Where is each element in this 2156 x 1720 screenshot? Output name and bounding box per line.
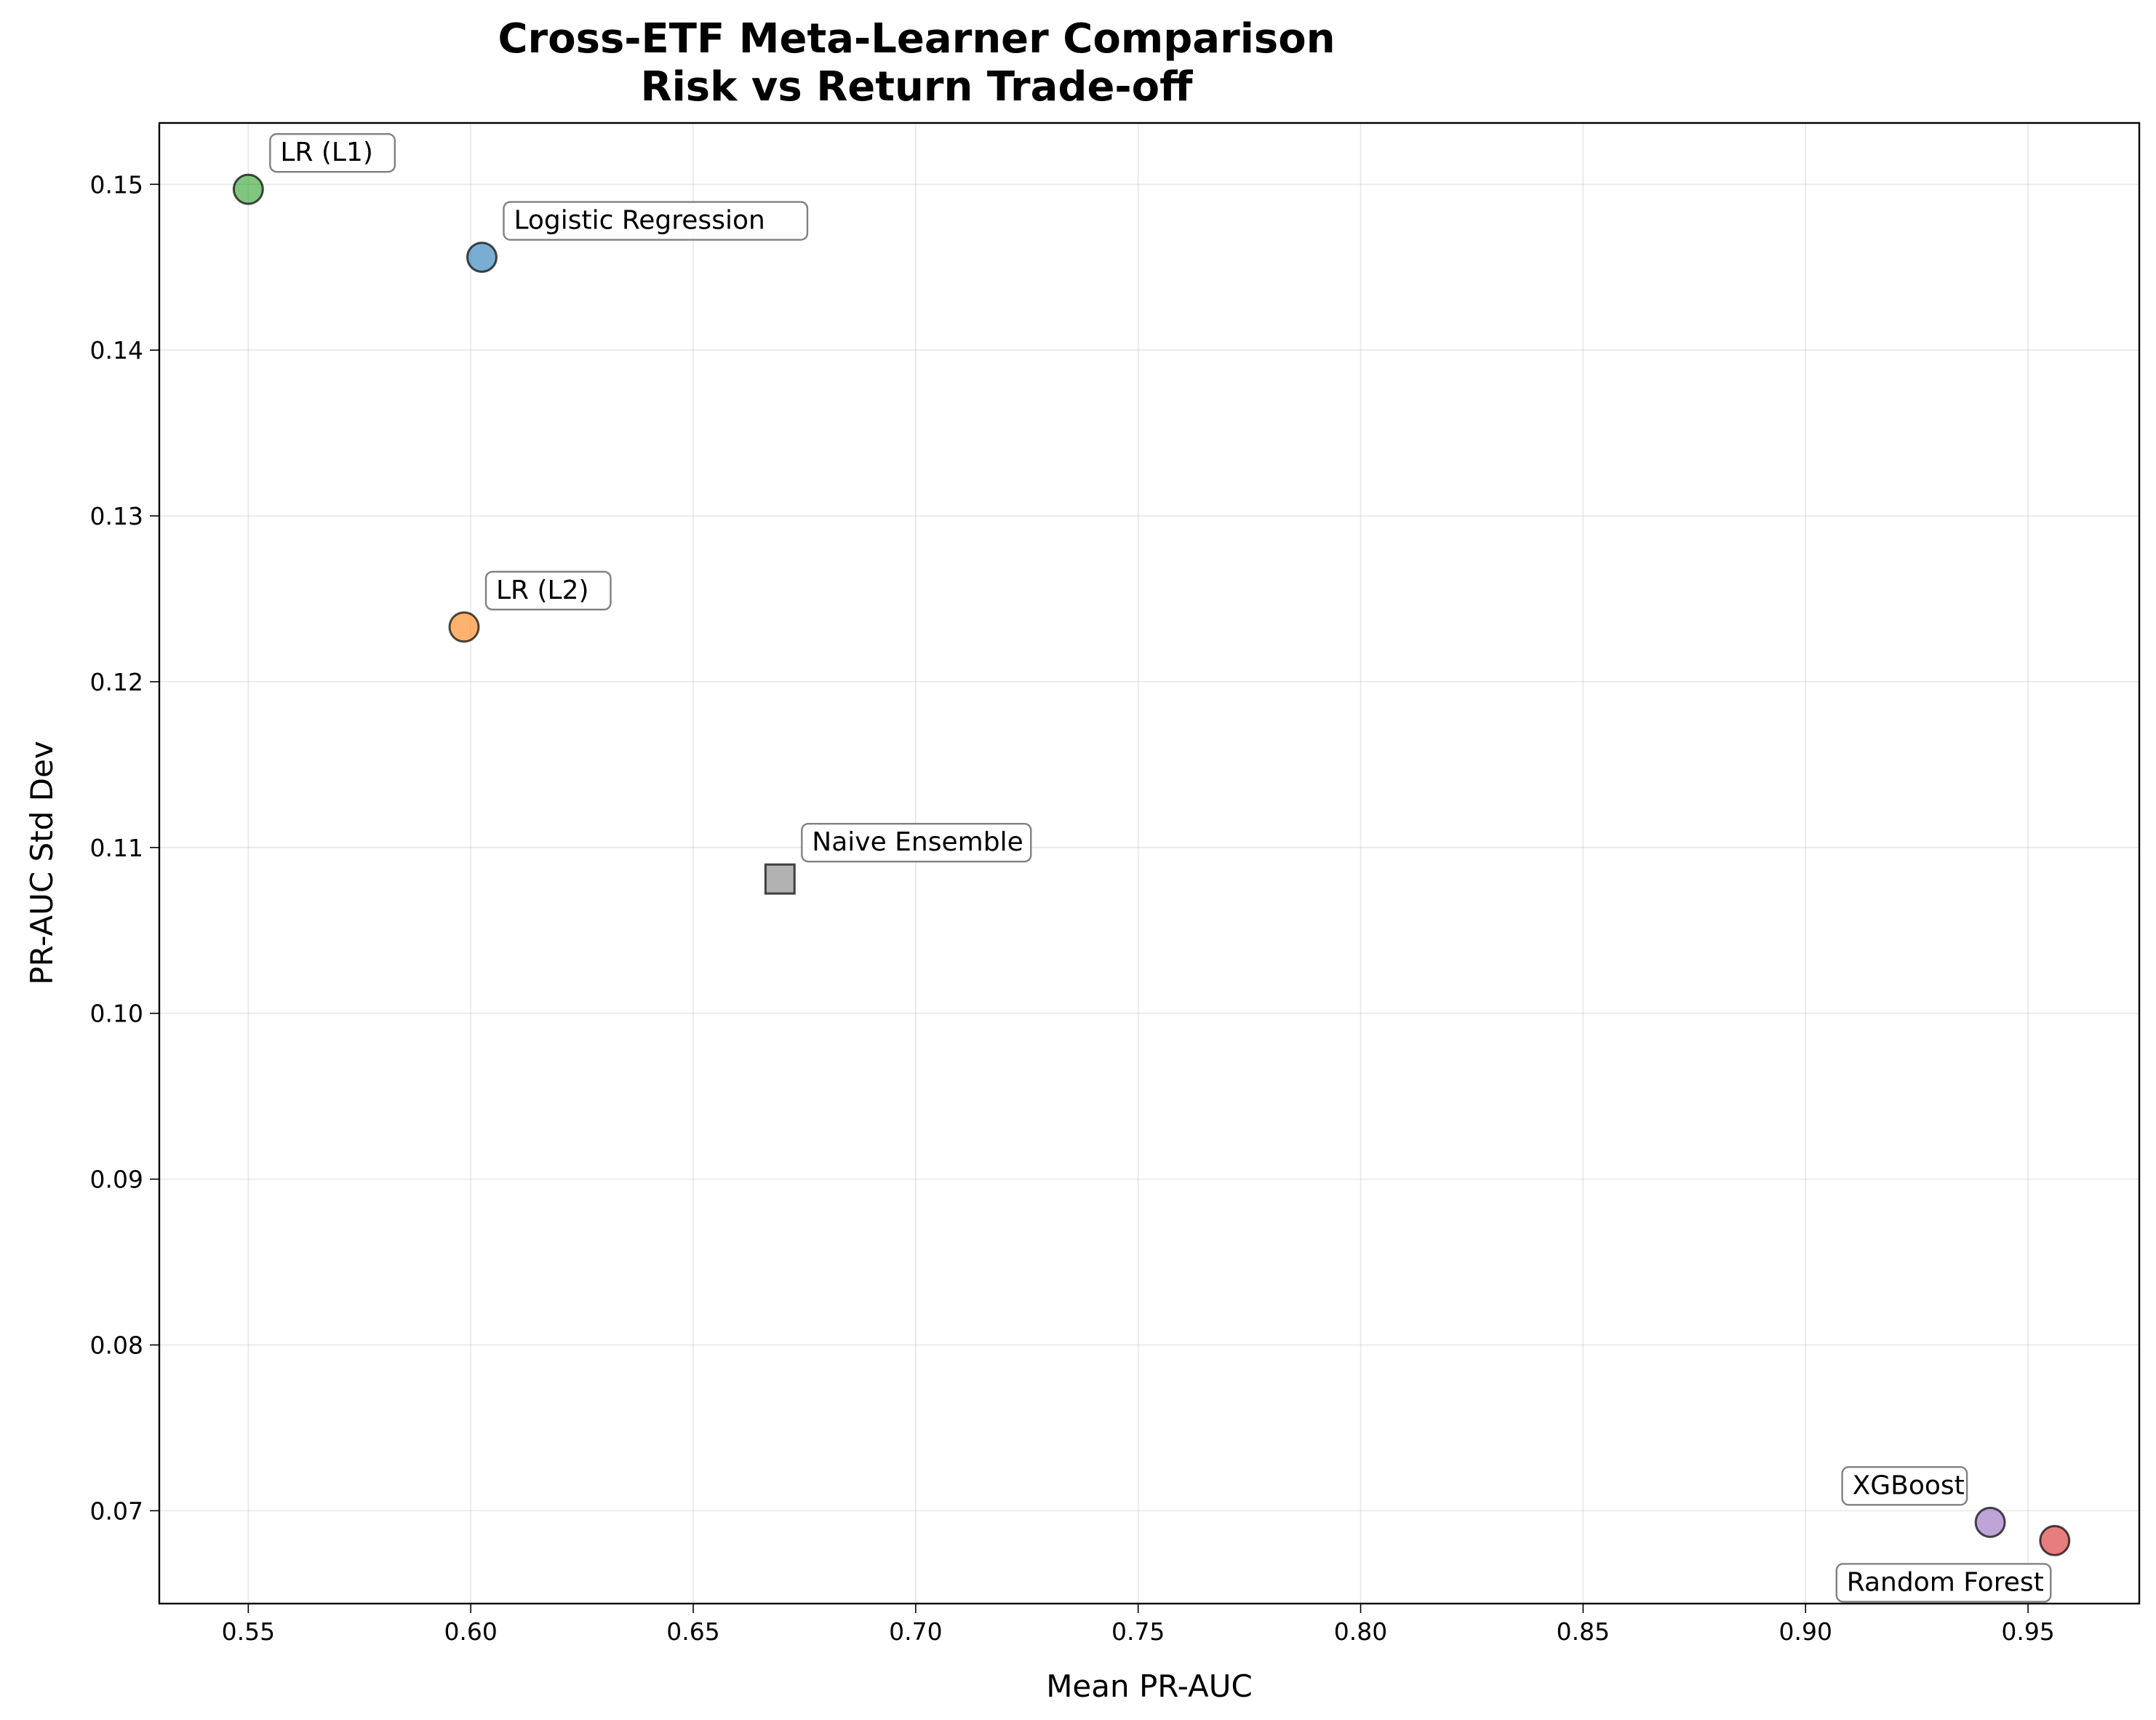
x-tick-label: 0.55 (222, 1617, 275, 1646)
data-points (232, 173, 2071, 1556)
annotation-label: Random Forest (1847, 1567, 2044, 1597)
x-tick-label: 0.90 (1778, 1617, 1832, 1646)
y-tick-label: 0.12 (90, 668, 143, 696)
annotation-label: XGBoost (1853, 1470, 1965, 1500)
point-xgboost[interactable] (1974, 1506, 2006, 1538)
annotation-label: Naive Ensemble (812, 827, 1023, 857)
y-tick-label: 0.08 (90, 1331, 143, 1360)
x-tick-label: 0.95 (2001, 1617, 2054, 1646)
annotation-naive-ensemble: Naive Ensemble (801, 822, 1032, 863)
y-axis-label: PR-AUC Std Dev (24, 741, 60, 984)
y-tick-label: 0.14 (90, 336, 143, 365)
point-naive-ensemble[interactable] (764, 863, 796, 895)
y-tick-label: 0.15 (90, 170, 143, 199)
annotation-box (1841, 1466, 1968, 1506)
y-tick-label: 0.11 (90, 834, 143, 862)
y-tick-label: 0.13 (90, 502, 143, 530)
point-lr-l1[interactable] (232, 173, 264, 205)
x-tick-label: 0.65 (666, 1617, 719, 1646)
y-tick-label: 0.07 (90, 1497, 143, 1525)
point-annotations: Logistic Regression LR (L2) LR (L1) Random … (269, 132, 2052, 1603)
annotation-label: LR (L1) (280, 138, 373, 167)
point-lr-l2[interactable] (448, 611, 480, 643)
annotation-logistic-regression: Logistic Regression (503, 201, 809, 241)
annotation-xgboost: XGBoost (1841, 1466, 1968, 1506)
chart-title: Cross-ETF Meta-Learner Comparison (498, 15, 1335, 63)
annotation-box (801, 822, 1032, 863)
y-tick-label: 0.09 (90, 1166, 143, 1194)
x-tick-label: 0.80 (1334, 1617, 1387, 1646)
x-tick-label: 0.70 (889, 1617, 942, 1646)
grid (159, 123, 2139, 1604)
point-random-forest[interactable] (2039, 1524, 2071, 1556)
annotation-label: Logistic Regression (514, 206, 764, 236)
chart-subtitle: Risk vs Return Trade-off (640, 63, 1193, 111)
annotation-lr-l2: LR (L2) (484, 570, 612, 610)
y-tick-label: 0.10 (90, 1000, 143, 1028)
x-axis-label: Mean PR-AUC (1046, 1668, 1253, 1704)
annotation-box (484, 570, 612, 610)
annotation-lr-l1: LR (L1) (269, 132, 396, 173)
annotation-label: LR (L2) (496, 576, 589, 605)
annotation-box (503, 201, 809, 241)
annotation-box (269, 132, 396, 173)
axis-ticks: 0.55 0.60 0.65 0.70 0.75 0.80 0.85 0.90 0.95 0.07… (90, 170, 2055, 1646)
annotation-random-forest: Random Forest (1835, 1563, 2052, 1603)
point-logistic-regression[interactable] (466, 242, 498, 274)
x-tick-label: 0.85 (1557, 1617, 1610, 1646)
x-tick-label: 0.75 (1111, 1617, 1165, 1646)
annotation-box (1835, 1563, 2052, 1603)
x-tick-label: 0.60 (444, 1617, 497, 1646)
plot-frame (158, 122, 2141, 1605)
